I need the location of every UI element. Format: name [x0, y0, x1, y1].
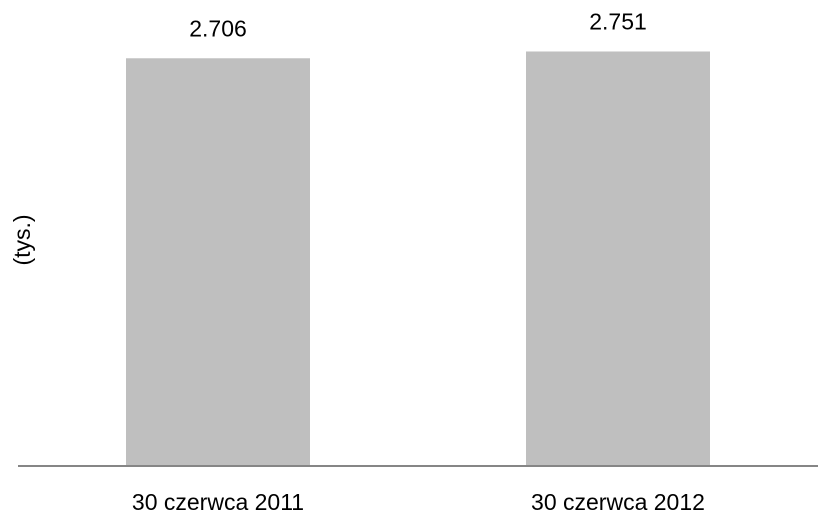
y-axis-title: (tys.) [9, 214, 35, 265]
value-label-1: 2.706 [189, 15, 247, 41]
bar-2 [526, 51, 710, 467]
bars-layer [126, 51, 710, 467]
labels-layer: 2.706 30 czerwca 2011 2.751 30 czerwca 2012 [132, 8, 705, 515]
bar-1 [126, 58, 310, 467]
category-label-2: 30 czerwca 2012 [531, 489, 705, 515]
value-label-2: 2.751 [589, 8, 647, 34]
category-label-1: 30 czerwca 2011 [132, 489, 304, 515]
